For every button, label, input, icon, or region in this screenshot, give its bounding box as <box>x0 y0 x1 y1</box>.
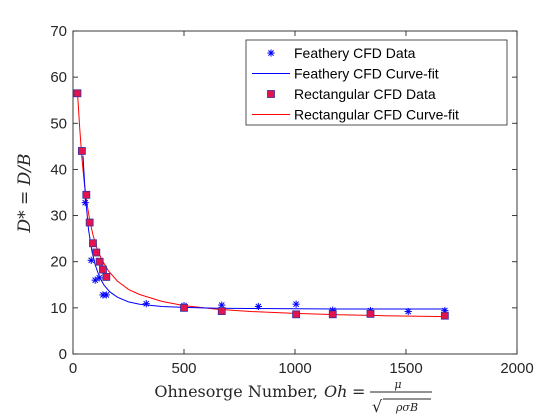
legend-label: Feathery CFD Data <box>294 45 416 61</box>
rectangular-data-point <box>217 307 226 315</box>
legend-label: Feathery CFD Curve-fit <box>294 66 439 82</box>
legend-asterisk-swatch <box>267 49 275 57</box>
asterisk-stroke <box>88 257 95 264</box>
rectangular-data-point <box>292 310 301 319</box>
y-axis-label: D* = D/B <box>15 153 35 233</box>
x-axis-sqrt-sign: √ <box>372 397 383 416</box>
feathery-data-point <box>142 300 150 308</box>
legend-entry: Rectangular CFD Data <box>267 86 436 102</box>
x-tick-label: 0 <box>69 360 77 377</box>
y-tick-label: 20 <box>50 254 67 271</box>
feathery-data-point <box>95 274 103 282</box>
asterisk-stroke <box>293 301 300 308</box>
rectangular-data-points <box>73 89 449 320</box>
feathery-data-point <box>292 300 300 308</box>
rectangular-data-point <box>99 265 107 274</box>
asterisk-stroke <box>96 274 103 281</box>
asterisk-stroke <box>218 302 225 309</box>
x-axis-title: Ohnesorge Number, Oh = μ √ ρσB <box>154 378 432 416</box>
rectangular-data-point <box>82 190 91 199</box>
rectangular-data-point <box>77 147 86 155</box>
rectangular-data-point <box>89 239 97 248</box>
legend-entry: Rectangular CFD Curve-fit <box>252 107 459 123</box>
rectangular-data-point <box>366 309 375 318</box>
x-axis-numerator: μ <box>394 378 401 391</box>
x-tick-label: 1000 <box>278 360 311 377</box>
feathery-data-point <box>254 302 262 311</box>
y-tick-label: 60 <box>50 69 67 86</box>
asterisk-stroke <box>143 300 150 307</box>
x-axis-denominator: ρσB <box>395 401 418 414</box>
legend-label: Rectangular CFD Data <box>294 86 436 102</box>
asterisk-stroke <box>103 291 110 298</box>
x-tick-label: 500 <box>171 360 196 377</box>
y-tick-label: 70 <box>50 23 67 40</box>
rectangular-data-point <box>95 257 104 266</box>
rectangular-data-point <box>92 248 101 257</box>
y-tick-label: 10 <box>50 300 67 317</box>
x-axis-oh-symbol: Oh <box>324 382 347 401</box>
feathery-curve-fit-line <box>82 155 446 310</box>
legend-label: Rectangular CFD Curve-fit <box>294 107 459 123</box>
rectangular-data-point <box>102 273 111 281</box>
legend: Feathery CFD Data Feathery CFD Curve-fit R… <box>245 39 508 126</box>
asterisk-stroke <box>92 277 99 284</box>
x-tick-label: 2000 <box>500 360 533 377</box>
legend-box <box>245 39 508 126</box>
x-axis-label: Ohnesorge Number, <box>154 382 318 401</box>
x-axis-equals: = <box>352 382 365 401</box>
y-axis-title: D* = D/B <box>15 153 35 233</box>
axes-layer: 0 500 1000 1500 2000 0 10 20 30 40 50 60 70 <box>50 23 533 377</box>
y-tick-label: 40 <box>50 161 67 178</box>
y-tick-label: 0 <box>59 346 67 363</box>
asterisk-stroke <box>255 303 262 310</box>
asterisk-stroke <box>268 50 274 56</box>
rectangular-data-point <box>73 89 82 98</box>
rectangular-data-point <box>180 303 188 312</box>
rectangular-data-point <box>85 218 94 227</box>
series-layer <box>73 89 449 320</box>
legend-square-swatch <box>267 90 275 98</box>
feathery-data-point <box>81 199 89 207</box>
y-tick-label: 50 <box>50 115 67 132</box>
rectangular-data-point <box>440 311 449 320</box>
asterisk-stroke <box>405 308 412 315</box>
feathery-data-point <box>404 307 412 316</box>
rectangular-data-point <box>328 310 337 319</box>
feathery-data-point <box>102 291 110 299</box>
feathery-data-point <box>91 276 99 284</box>
y-tick-label: 30 <box>50 208 67 225</box>
legend-entry: Feathery CFD Curve-fit <box>252 66 439 82</box>
legend-entry: Feathery CFD Data <box>267 45 416 61</box>
asterisk-stroke <box>82 199 89 206</box>
x-tick-label: 1500 <box>389 360 422 377</box>
feathery-data-point <box>87 256 95 264</box>
